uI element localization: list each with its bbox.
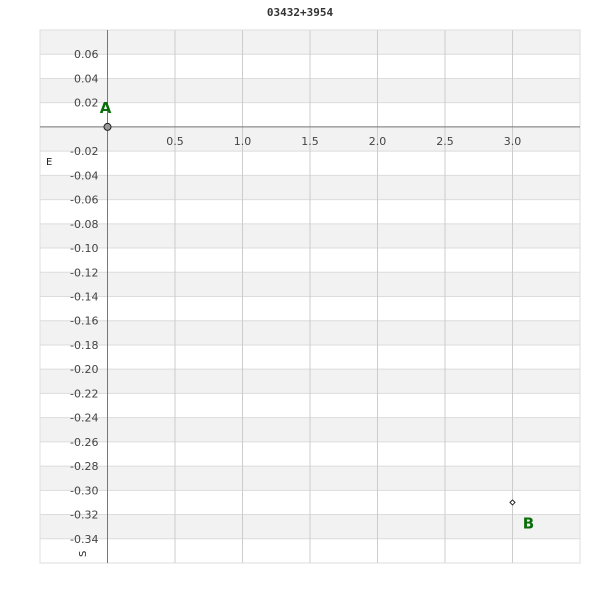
y-tick-label: -0.18 [70, 339, 98, 352]
y-tick-label: -0.02 [70, 145, 98, 158]
y-tick-label: -0.30 [70, 484, 98, 497]
y-tick-label: -0.26 [70, 436, 98, 449]
chart-title: 03432+3954 [266, 6, 334, 19]
y-tick-label: -0.24 [70, 412, 98, 425]
y-tick-label: -0.28 [70, 460, 98, 473]
y-tick-label: 0.06 [74, 48, 99, 61]
x-tick-label: 2.0 [369, 135, 387, 148]
x-tick-label: 0.5 [166, 135, 184, 148]
x-tick-label: 3.0 [504, 135, 522, 148]
y-tick-label: -0.34 [70, 533, 98, 546]
y-tick-label: -0.10 [70, 242, 98, 255]
y-tick-label: -0.16 [70, 315, 98, 328]
y-tick-label: 0.04 [74, 72, 99, 85]
y-tick-label: 0.02 [74, 97, 99, 110]
east-label: E [46, 157, 52, 168]
x-tick-label: 2.5 [436, 135, 454, 148]
south-label: S [78, 551, 89, 557]
plot-frame [39, 29, 581, 564]
point-label: B [523, 514, 534, 532]
point-label: A [100, 99, 112, 117]
y-tick-label: -0.22 [70, 387, 98, 400]
x-tick-label: 1.0 [234, 135, 252, 148]
y-tick-label: -0.32 [70, 509, 98, 522]
point-B [509, 499, 516, 506]
y-tick-label: -0.06 [70, 194, 98, 207]
y-tick-label: -0.08 [70, 218, 98, 231]
y-tick-label: -0.04 [70, 169, 98, 182]
y-tick-label: -0.20 [70, 363, 98, 376]
x-tick-label: 1.5 [301, 135, 319, 148]
y-tick-label: -0.12 [70, 266, 98, 279]
point-A [103, 122, 112, 131]
y-tick-label: -0.14 [70, 291, 98, 304]
